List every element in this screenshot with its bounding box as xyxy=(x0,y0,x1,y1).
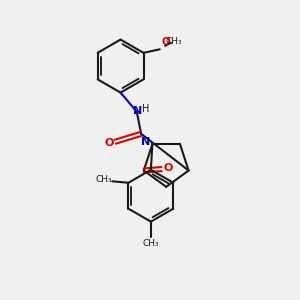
Text: N: N xyxy=(141,137,151,147)
Text: O: O xyxy=(163,163,172,173)
Text: CH₃: CH₃ xyxy=(96,175,112,184)
Text: N: N xyxy=(133,106,142,116)
Text: O: O xyxy=(161,37,170,47)
Text: CH₃: CH₃ xyxy=(142,239,159,248)
Text: CH₃: CH₃ xyxy=(166,37,182,46)
Text: H: H xyxy=(142,104,149,114)
Text: O: O xyxy=(104,138,113,148)
